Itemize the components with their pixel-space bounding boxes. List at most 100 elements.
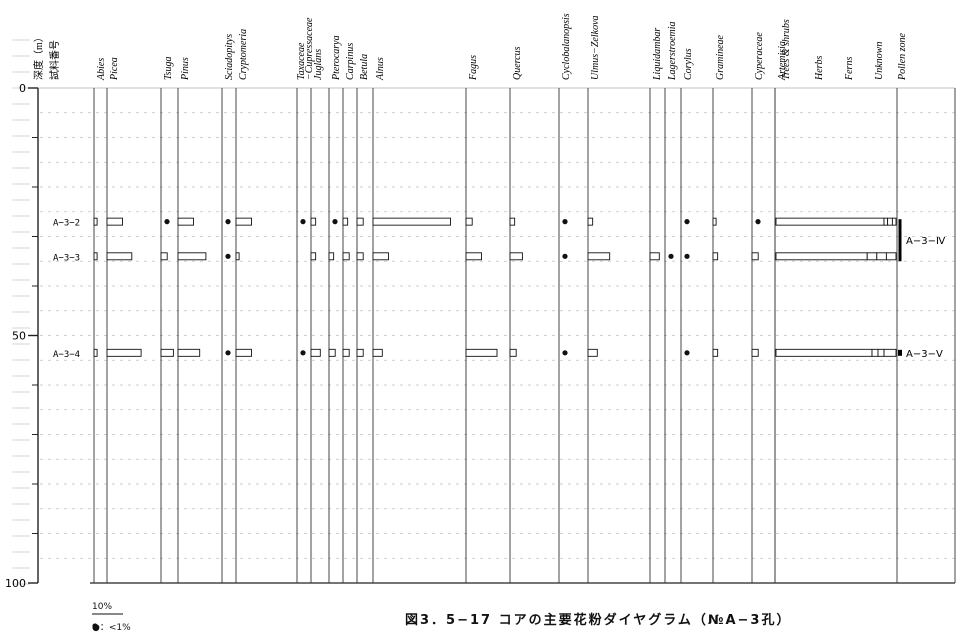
pollen-zones: A−3−Ⅳ A−3−Ⅴ (92, 219, 946, 629)
trace-dot (755, 219, 761, 225)
pollen-bar (235, 252, 240, 261)
taxon-header: Taxaceae (296, 42, 307, 80)
taxon-header: Gramineae (715, 34, 726, 80)
sample-label: A−3−4 (53, 350, 80, 360)
pollen-bar (587, 217, 594, 226)
trace-dot (562, 253, 568, 259)
pollen-bar (465, 252, 482, 261)
trace-dot (332, 219, 338, 225)
taxon-header: Artemisia (777, 41, 788, 81)
summary-segment (891, 217, 897, 226)
figure-caption: 図3．5−17 コアの主要花粉ダイヤグラム（№A−3孔） (405, 613, 792, 628)
taxon-header: Alnus (375, 57, 386, 81)
taxon-header: Picea (109, 57, 120, 81)
summary-header: Herbs (814, 55, 825, 81)
pollen-bar (372, 348, 383, 357)
column-headers: 深度（m） 試料番号 Abies Picea Tsuga Pinus Sciadopitys… (32, 13, 908, 81)
pollen-bar (649, 252, 660, 261)
sample-label: A−3−2 (53, 219, 80, 229)
taxon-header: Quercus (512, 46, 523, 80)
taxon-header: Carpinus (345, 43, 356, 80)
taxon-columns (93, 88, 956, 583)
summary-segment (866, 252, 878, 261)
trace-dot (684, 350, 690, 356)
summary-bars (775, 217, 897, 357)
summary-segment (885, 252, 897, 261)
trace-dot (300, 219, 306, 225)
zone-bar (898, 349, 902, 356)
summary-segment (877, 348, 885, 357)
pollen-bar (235, 217, 252, 226)
depth-tick-label: 100 (5, 577, 26, 590)
pollen-bar (328, 252, 335, 261)
pollen-bar (93, 217, 98, 226)
taxon-header: Corylus (683, 48, 694, 80)
taxon-header: Pinus (180, 57, 191, 81)
pollen-bar (93, 252, 98, 261)
zone-label: A−3−Ⅴ (906, 349, 943, 360)
pollen-bar (106, 217, 123, 226)
legend-scale-label: 10% (92, 602, 113, 612)
taxon-header: Cyperaceae (754, 32, 765, 80)
pollen-bar (342, 348, 350, 357)
pollen-bar (310, 217, 317, 226)
pollen-bar (106, 348, 142, 357)
summary-segment (883, 217, 889, 226)
pollen-bar (310, 348, 321, 357)
pollen-bar (509, 217, 516, 226)
summary-segment (775, 252, 868, 261)
pollen-bar (356, 348, 364, 357)
summary-header: Ferns (844, 57, 855, 81)
depth-tick-label: 50 (12, 330, 26, 343)
taxon-header: Cryptomeria (238, 29, 249, 80)
trace-dot (668, 253, 674, 259)
summary-segment (775, 348, 873, 357)
pollen-bar (235, 348, 252, 357)
summary-segment (883, 348, 897, 357)
taxon-header: Abies (96, 58, 107, 81)
taxon-header: Fagus (468, 55, 479, 81)
legend-trace-dot (92, 623, 98, 629)
pollen-bar (751, 252, 759, 261)
summary-segment (876, 252, 887, 261)
summary-header: Trees & shrubs (781, 19, 792, 80)
summary-segment (871, 348, 879, 357)
taxon-header: Ulmus−Zelkova (590, 15, 601, 80)
taxon-header: Pterocarya (331, 35, 342, 81)
pollen-bar (751, 348, 759, 357)
depth-axis: 0 50 100 (5, 82, 955, 590)
pollen-bar (106, 252, 133, 261)
taxon-header: Cyclobalanopsis (561, 13, 572, 80)
pollen-bar (342, 252, 350, 261)
trace-dot (562, 219, 568, 225)
trace-dot (684, 219, 690, 225)
trace-dot (225, 219, 231, 225)
zone-label: A−3−Ⅳ (906, 236, 946, 247)
pollen-bar (587, 252, 611, 261)
summary-segment (887, 217, 893, 226)
pollen-bar (509, 252, 523, 261)
depth-tick-label: 0 (19, 82, 26, 95)
taxon-header: Lagerstroemia (667, 21, 678, 81)
taxon-header: Sciadopitys (224, 34, 235, 80)
zone-column-header: Pollen zone (897, 33, 908, 81)
pollen-bar (712, 348, 719, 357)
pollen-bar (587, 348, 598, 357)
pollen-bar (356, 217, 364, 226)
depth-column-header: 深度（m） (32, 32, 45, 80)
trace-dot (300, 350, 306, 356)
taxon-header: Tsuga (163, 56, 174, 80)
trace-dot (225, 350, 231, 356)
pollen-bar (177, 348, 201, 357)
pollen-marks: A−3−2 A−3−3 A−3−4 (53, 217, 784, 360)
taxon-header: −Cupressaceae (304, 17, 315, 80)
trace-dot (684, 253, 690, 259)
taxon-header: Betula (359, 54, 370, 80)
sample-label: A−3−3 (53, 253, 80, 263)
pollen-bar (93, 348, 98, 357)
pollen-bar (160, 348, 174, 357)
pollen-bar (712, 252, 719, 261)
pollen-bar (160, 252, 168, 261)
pollen-bar (372, 217, 451, 226)
